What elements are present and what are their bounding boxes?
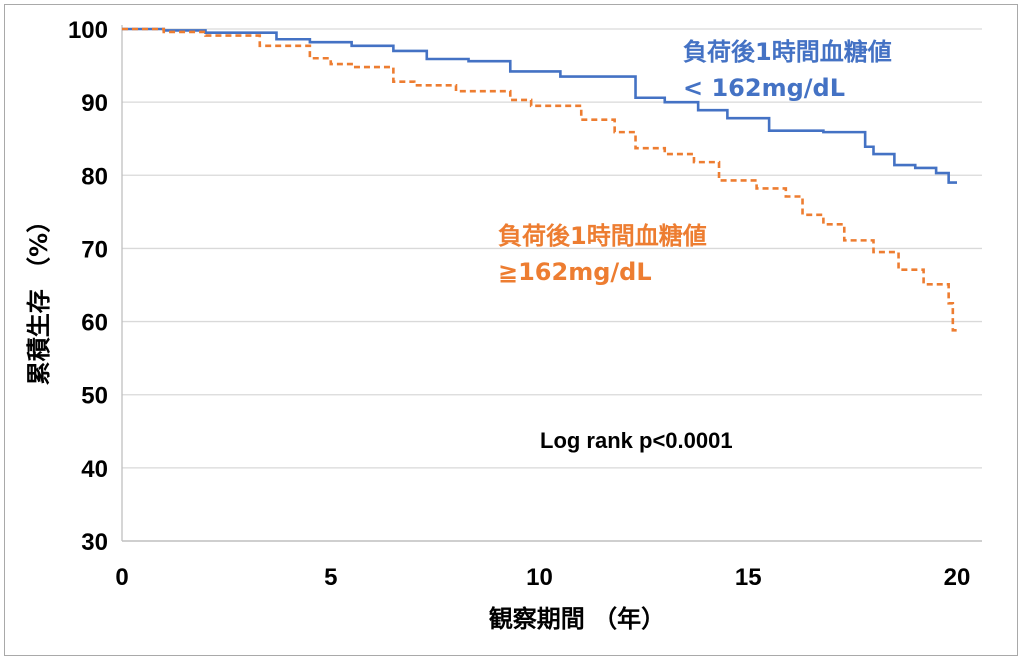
- y-tick-label: 80: [81, 163, 108, 190]
- x-tick-label: 20: [944, 564, 971, 591]
- y-tick-label: 30: [81, 529, 108, 556]
- series-labels: 負荷後1時間血糖値 < 162mg/dL 負荷後1時間血糖値 ≧162mg/dL: [498, 38, 892, 286]
- y-tick-label: 90: [81, 90, 108, 117]
- y-tick-label: 40: [81, 456, 108, 483]
- x-axis-ticks: 0 5 10 15 20: [115, 564, 970, 591]
- x-tick-label: 15: [735, 564, 762, 591]
- series-label-below-162-line2: < 162mg/dL: [683, 74, 845, 102]
- x-tick-label: 0: [115, 564, 128, 591]
- survival-curves: [122, 27, 957, 332]
- y-axis-label: 累積生存 （%）: [25, 209, 53, 385]
- y-tick-label: 60: [81, 310, 108, 337]
- y-axis-ticks: 100 90 80 70 60 50 40 30: [68, 17, 108, 556]
- y-tick-label: 50: [81, 383, 108, 410]
- y-tick-label: 70: [81, 236, 108, 263]
- series-line-below-162: [122, 27, 957, 184]
- series-line-at-or-above-162: [122, 27, 957, 332]
- series-label-below-162-line1: 負荷後1時間血糖値: [683, 38, 892, 66]
- x-axis-label: 観察期間 （年）: [489, 605, 665, 633]
- chart-frame: [4, 4, 1018, 656]
- x-tick-label: 10: [526, 564, 553, 591]
- gridlines: [121, 25, 982, 542]
- series-label-at-or-above-162-line1: 負荷後1時間血糖値: [498, 222, 707, 250]
- log-rank-annotation: Log rank p<0.0001: [540, 428, 733, 453]
- series-label-at-or-above-162-line2: ≧162mg/dL: [498, 258, 652, 286]
- x-tick-label: 5: [324, 564, 337, 591]
- y-tick-label: 100: [68, 17, 108, 44]
